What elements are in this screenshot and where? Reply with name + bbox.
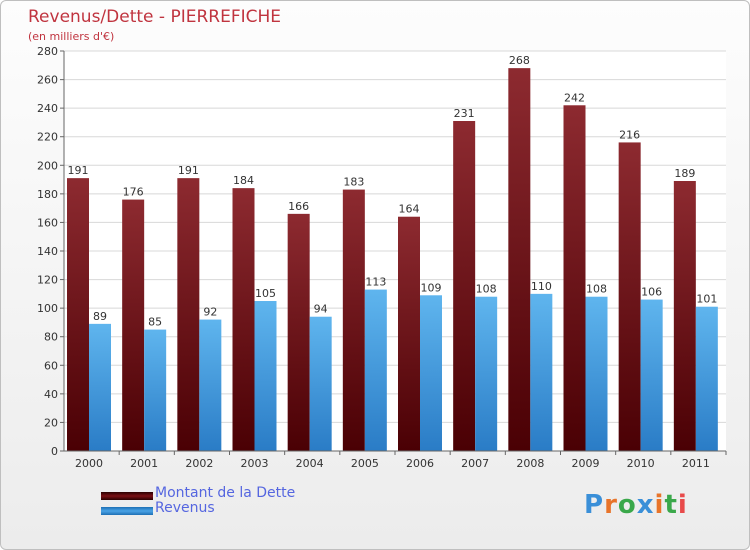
data-label: 191 <box>68 164 89 177</box>
x-tick-label: 2003 <box>241 457 269 470</box>
logo-letter: i <box>677 490 688 520</box>
bar-dette-2008 <box>508 68 531 452</box>
y-tick-label: 40 <box>44 388 58 401</box>
bar-dette-2005 <box>342 189 365 452</box>
y-tick-label: 120 <box>37 274 58 287</box>
logo-letter: P <box>584 490 605 520</box>
data-label: 183 <box>343 176 364 189</box>
bar-revenus-2009 <box>585 296 608 451</box>
legend-swatch-revenus <box>101 507 153 515</box>
bar-revenus-2007 <box>475 296 498 451</box>
y-tick-labels: 0 20 40 60 80 100 120 140 160 180 200 220 240 260 280 <box>37 45 64 458</box>
legend-swatch-dette <box>101 492 153 500</box>
y-tick-label: 240 <box>37 102 58 115</box>
legend-label-dette: Montant de la Dette <box>155 485 296 501</box>
bar-dette-2010 <box>618 142 641 451</box>
bar-dette-2002 <box>177 178 200 451</box>
x-tick-label: 2007 <box>461 457 489 470</box>
y-tick-label: 220 <box>37 131 58 144</box>
data-label: 176 <box>123 186 144 199</box>
legend-label-revenus: Revenus <box>155 500 215 516</box>
logo-letter: x <box>636 490 655 520</box>
x-tick-label: 2002 <box>185 457 213 470</box>
y-tick-label: 140 <box>37 245 58 258</box>
data-label: 85 <box>148 316 162 329</box>
data-label: 94 <box>314 303 328 316</box>
data-label: 164 <box>399 203 420 216</box>
data-label: 105 <box>255 287 276 300</box>
chart-title: Revenus/Dette - PIERREFICHE <box>28 7 281 27</box>
data-label: 92 <box>203 306 217 319</box>
chart-subtitle: (en milliers d'€) <box>28 30 115 43</box>
data-label: 106 <box>641 286 662 299</box>
logo-letter: r <box>604 490 618 520</box>
logo-letter: o <box>617 490 637 520</box>
y-tick-label: 0 <box>51 445 58 458</box>
x-tick-label: 2009 <box>572 457 600 470</box>
bar-dette-2006 <box>398 216 420 451</box>
bar-revenus-2001 <box>144 329 167 451</box>
x-tick-label: 2004 <box>296 457 324 470</box>
bar-revenus-2000 <box>89 323 111 451</box>
data-label: 101 <box>696 293 717 306</box>
x-tick-label: 2008 <box>516 457 544 470</box>
logo-letter: i <box>654 490 665 520</box>
y-tick-label: 180 <box>37 188 58 201</box>
x-tick-labels: 2000 2001 2002 2003 2004 2005 2006 2007 2008 2009… <box>75 451 727 470</box>
bar-dette-2004 <box>287 213 310 451</box>
proxiti-logo: Proxiti <box>584 490 688 520</box>
data-label: 113 <box>365 276 386 289</box>
y-tick-label: 160 <box>37 216 58 229</box>
data-label: 242 <box>564 91 585 104</box>
bar-dette-2001 <box>122 199 145 451</box>
bar-dette-2009 <box>563 105 586 452</box>
x-tick-label: 2006 <box>406 457 434 470</box>
bar-dette-2011 <box>673 181 696 451</box>
y-tick-label: 260 <box>37 74 58 87</box>
bar-dette-2003 <box>232 188 255 451</box>
data-label: 189 <box>674 167 695 180</box>
x-tick-label: 2005 <box>351 457 379 470</box>
x-tick-label: 2001 <box>130 457 158 470</box>
data-label: 108 <box>586 283 607 296</box>
data-label: 191 <box>178 164 199 177</box>
y-tick-label: 80 <box>44 331 58 344</box>
data-label: 184 <box>233 174 254 187</box>
bar-revenus-2006 <box>420 295 442 451</box>
bar-revenus-2008 <box>530 293 553 451</box>
data-label: 268 <box>509 54 530 67</box>
grid <box>64 50 726 423</box>
logo-letter: t <box>664 490 678 520</box>
bar-revenus-2003 <box>254 301 277 451</box>
bar-revenus-2005 <box>364 289 387 451</box>
bars: 191 89 176 85 191 92 184 105 166 94 183 113 164 109 23… <box>67 54 718 452</box>
bar-dette-2007 <box>453 121 476 451</box>
bar-revenus-2004 <box>309 316 332 451</box>
x-tick-label: 2011 <box>682 457 710 470</box>
bar-dette-2000 <box>67 178 89 451</box>
bar-revenus-2010 <box>640 299 663 451</box>
y-tick-label: 100 <box>37 302 58 315</box>
data-label: 231 <box>454 107 475 120</box>
y-tick-label: 200 <box>37 159 58 172</box>
bar-revenus-2002 <box>199 319 222 451</box>
x-tick-label: 2000 <box>75 457 103 470</box>
bar-revenus-2011 <box>695 306 718 451</box>
x-tick-label: 2010 <box>627 457 655 470</box>
data-label: 166 <box>288 200 309 213</box>
data-label: 216 <box>619 128 640 141</box>
y-tick-label: 60 <box>44 359 58 372</box>
data-label: 89 <box>93 310 107 323</box>
data-label: 109 <box>421 281 442 294</box>
data-label: 108 <box>476 283 497 296</box>
y-tick-label: 280 <box>37 45 58 58</box>
data-label: 110 <box>531 280 552 293</box>
y-tick-label: 20 <box>44 416 58 429</box>
